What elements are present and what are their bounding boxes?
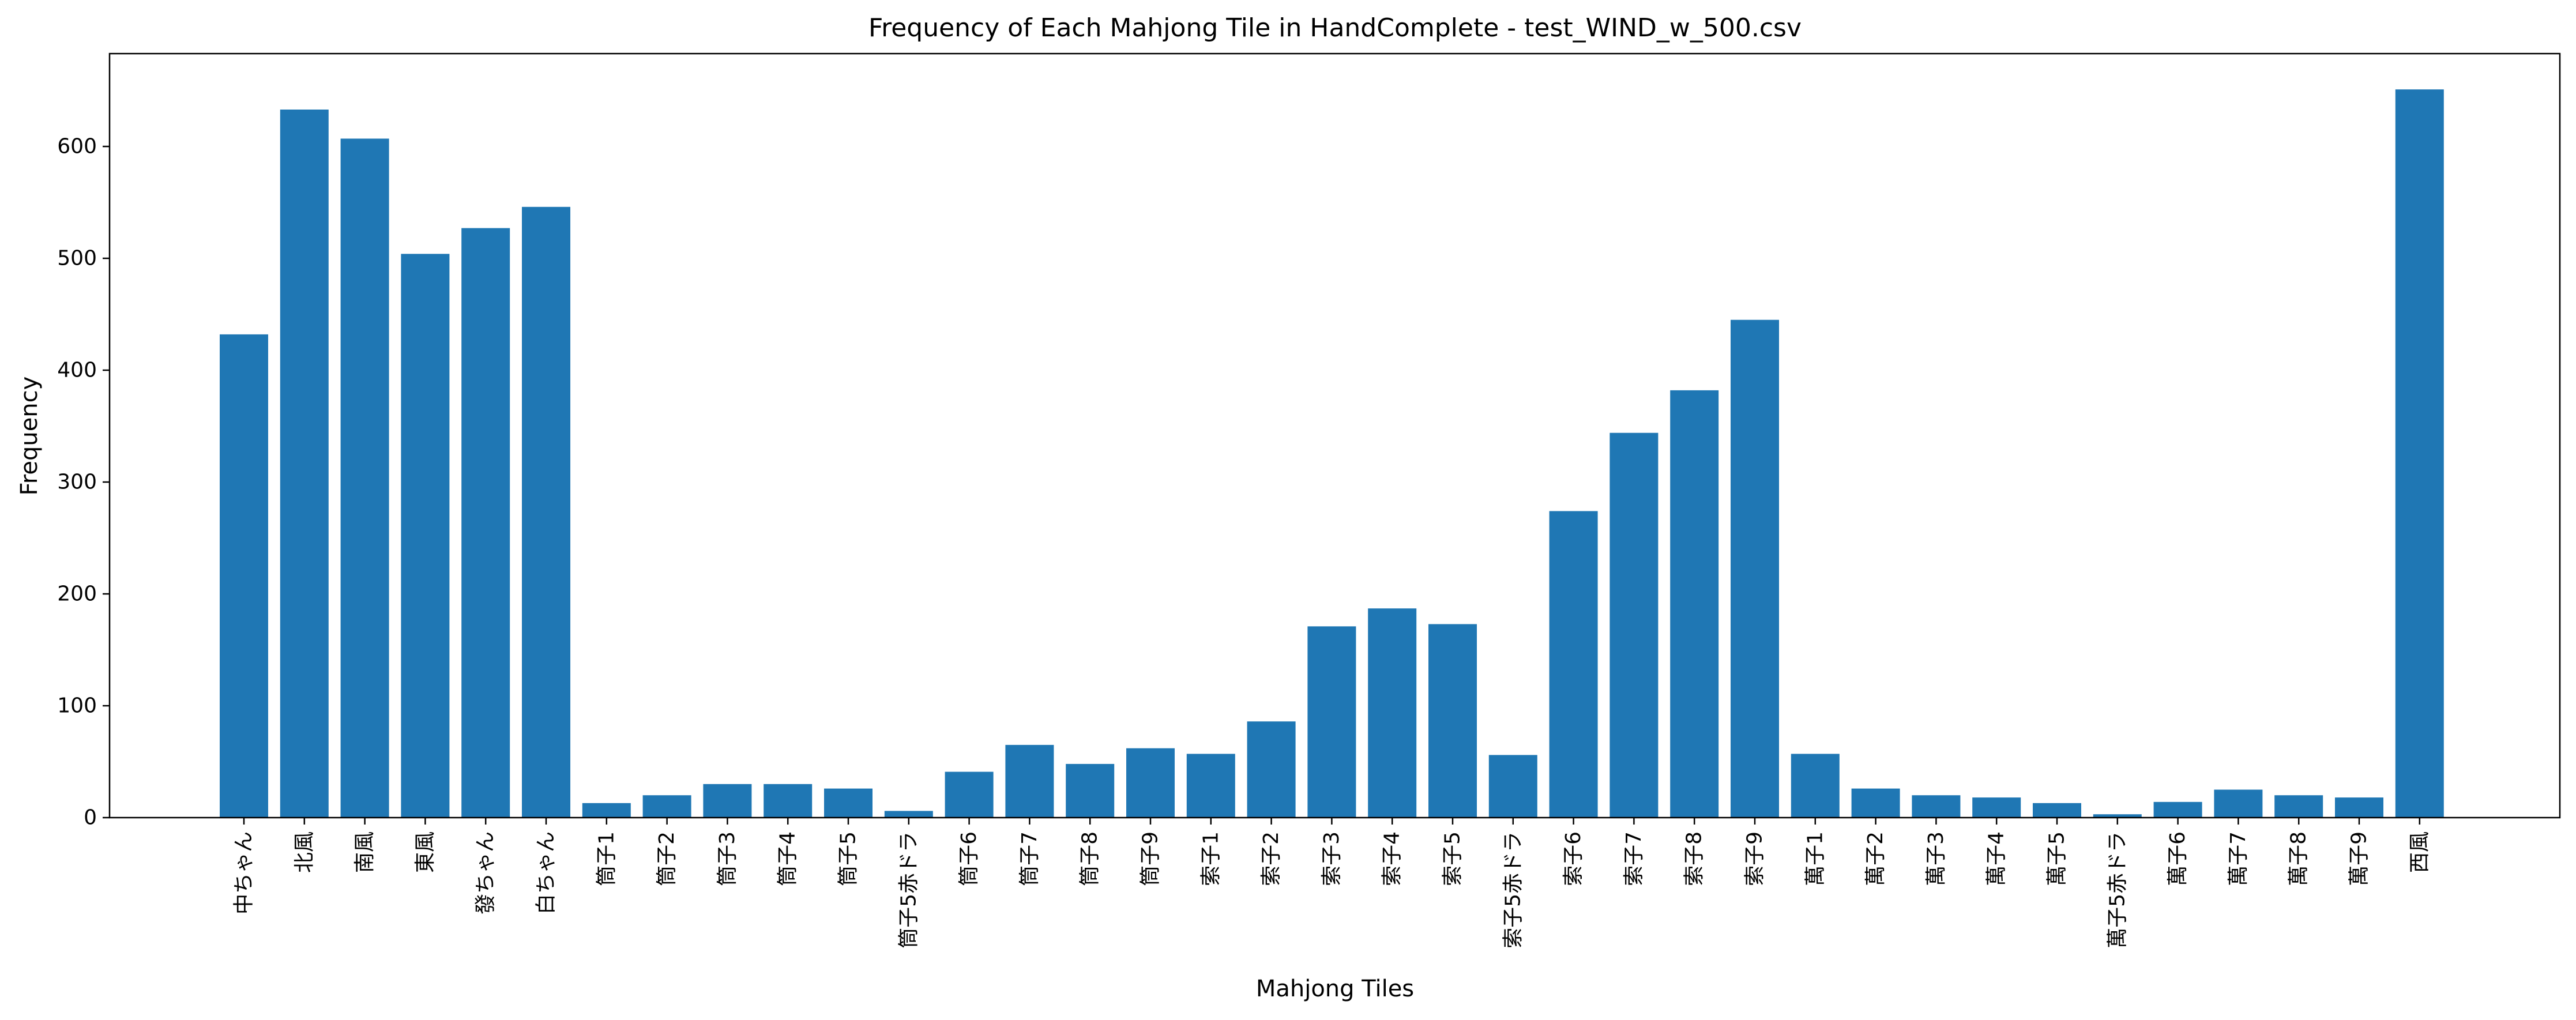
bar [1126, 748, 1175, 818]
bar [280, 110, 329, 818]
x-tick-label: 索子4 [1381, 831, 1404, 886]
bar [642, 795, 691, 818]
x-tick-label: 索子5 [1441, 831, 1465, 886]
x-tick-label: 索子9 [1743, 831, 1767, 886]
bar [1972, 797, 2021, 818]
bar [824, 788, 873, 818]
plot-frame [108, 52, 2561, 819]
x-tick-label: 筒子5赤ドラ [897, 831, 920, 949]
bar [220, 334, 268, 818]
x-tick-label: 筒子9 [1139, 831, 1163, 886]
chart-title: Frequency of Each Mahjong Tile in HandCo… [868, 13, 1802, 43]
x-tick-label: 筒子5 [837, 831, 860, 886]
bar [945, 771, 994, 818]
bar [2093, 814, 2142, 818]
x-tick-label: 北風 [292, 831, 316, 873]
y-axis-label: Frequency [16, 377, 43, 496]
bar [1247, 721, 1296, 818]
bar [2153, 801, 2202, 818]
bar [1912, 795, 1961, 818]
bar [1731, 319, 1779, 818]
y-tick-label: 500 [57, 247, 97, 270]
x-tick-label: 筒子6 [957, 831, 981, 886]
x-tick-label: 索子6 [1562, 831, 1585, 886]
x-tick-label: 白ちゃん [535, 831, 558, 914]
x-tick-label: 發ちゃん [474, 831, 498, 914]
x-tick-label: 筒子4 [776, 831, 800, 886]
x-tick-label: 萬子7 [2227, 831, 2250, 886]
x-tick-label: 萬子8 [2287, 831, 2311, 886]
bar [340, 138, 389, 818]
y-tick-label: 100 [57, 694, 97, 718]
x-tick-label: 東風 [413, 831, 437, 873]
bar [2033, 803, 2081, 818]
y-tick-label: 300 [57, 471, 97, 494]
y-tick-label: 600 [57, 135, 97, 159]
x-tick-label: 索子5赤ドラ [1501, 831, 1525, 949]
y-axis-ticks: 0 100 200 300 400 500 600 [57, 135, 110, 830]
bar [1851, 788, 1900, 818]
x-tick-label: 萬子4 [1985, 831, 2009, 886]
bar [1428, 624, 1477, 818]
x-axis-ticks: 中ちゃん 北風 南風 東風 發ちゃん 白ちゃん 筒子1 筒子2 筒子3 筒子4 筒子5 筒子5赤ドラ 筒… [232, 818, 2431, 949]
bar [582, 803, 631, 818]
x-tick-label: 索子1 [1199, 831, 1223, 886]
x-tick-label: 萬子6 [2166, 831, 2190, 886]
x-tick-label: 筒子3 [716, 831, 739, 886]
bar [1066, 763, 1115, 818]
x-tick-label: 萬子2 [1864, 831, 1887, 886]
x-tick-label: 索子2 [1259, 831, 1283, 886]
x-tick-label: 萬子3 [1924, 831, 1948, 886]
x-tick-label: 索子7 [1622, 831, 1646, 886]
y-tick-label: 400 [57, 359, 97, 382]
bar [703, 784, 752, 818]
bar [1549, 511, 1598, 818]
x-tick-label: 筒子1 [595, 831, 618, 886]
bar [1186, 754, 1235, 818]
bar [461, 228, 510, 818]
bar [1791, 754, 1840, 818]
bar [2335, 797, 2383, 818]
bar [2395, 89, 2444, 818]
bar [2214, 789, 2263, 818]
x-tick-label: 萬子1 [1803, 831, 1827, 886]
x-tick-label: 筒子7 [1018, 831, 1041, 886]
x-tick-label: 南風 [353, 831, 377, 873]
x-tick-label: 萬子5赤ドラ [2105, 831, 2129, 949]
x-tick-label: 索子8 [1683, 831, 1706, 886]
bar [2274, 795, 2323, 818]
bar [1368, 608, 1417, 818]
bar [401, 254, 450, 818]
bar [522, 206, 570, 818]
y-tick-label: 0 [84, 806, 97, 830]
bar [1488, 755, 1537, 818]
x-axis-label: Mahjong Tiles [1256, 976, 1414, 1002]
x-tick-label: 中ちゃん [232, 831, 256, 914]
x-tick-label: 西風 [2408, 831, 2431, 873]
bar [764, 784, 813, 818]
x-tick-label: 索子3 [1320, 831, 1344, 886]
x-tick-label: 筒子8 [1078, 831, 1102, 886]
x-tick-label: 萬子9 [2348, 831, 2371, 886]
bar [1005, 744, 1054, 818]
x-tick-label: 萬子5 [2045, 831, 2069, 886]
bar [1670, 390, 1719, 818]
y-tick-label: 200 [57, 582, 97, 606]
bar [1609, 432, 1659, 818]
bar [884, 811, 933, 818]
x-tick-label: 筒子2 [655, 831, 679, 886]
bars-group [220, 89, 2444, 818]
bar [1307, 626, 1356, 818]
